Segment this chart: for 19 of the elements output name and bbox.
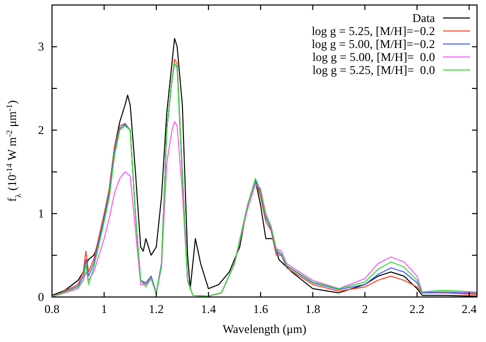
x-tick-label: 2.2 <box>410 302 425 316</box>
legend-label: log g = 5.25, [M/H]=−0.2 <box>312 24 435 38</box>
x-axis-title: Wavelength (μm) <box>222 322 306 336</box>
legend-label: log g = 5.00, [M/H]=−0.2 <box>312 37 435 51</box>
legend-label: log g = 5.25, [M/H]= 0.0 <box>312 63 435 77</box>
legend-label: Data <box>412 11 436 25</box>
x-tick-label: 1.8 <box>305 302 320 316</box>
y-tick-label: 0 <box>38 290 44 304</box>
y-tick-label: 1 <box>38 206 44 221</box>
x-tick-label: 2.4 <box>462 302 477 316</box>
y-tick-label: 3 <box>38 40 44 54</box>
x-tick-label: 1.2 <box>148 302 164 316</box>
legend-label: log g = 5.00, [M/H]= 0.0 <box>312 50 435 64</box>
x-tick-label: 0.8 <box>44 302 60 316</box>
x-tick-label: 1.6 <box>253 302 268 316</box>
x-tick-label: 2 <box>362 302 368 316</box>
y-tick-label: 2 <box>38 123 44 138</box>
x-tick-label: 1.4 <box>200 302 216 316</box>
x-tick-label: 1 <box>101 302 108 316</box>
